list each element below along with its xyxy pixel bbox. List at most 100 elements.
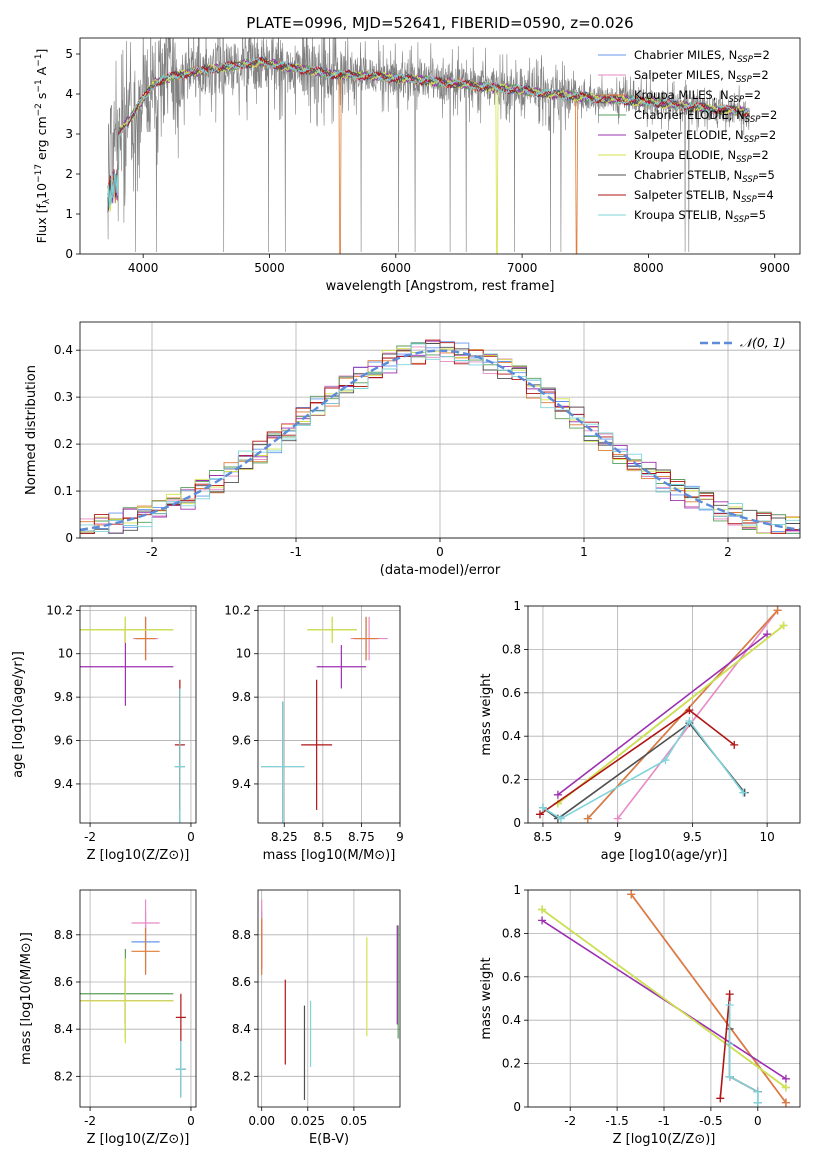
x-tick-label: 9 [396,830,404,844]
legend-entry: Chabrier STELIB, NSSP=5 [634,168,775,185]
y-tick-label: 9.8 [232,690,251,704]
y-axis-label: mass [log10(M/M⊙)] [19,932,34,1065]
spectrum-legend: Chabrier MILES, NSSP=2 Salpeter MILES, NS… [598,48,777,225]
mass-weight-line [542,722,746,820]
x-axis-label: age [log10(age/yr)] [601,848,728,863]
panels: 4000 5000 6000 7000 8000 9000012345wavelength… [11,37,801,1147]
model-spectrum-line [107,58,750,254]
x-tick-label: 10 [759,830,774,844]
y-tick-label: 10.2 [224,603,251,617]
x-tick-label: -1 [290,545,302,559]
age-vs-mass-panel: 8.25 8.5 8.75 9 9.4 9.6 9.8 10 10.2 mass [log10(M… [224,603,404,863]
weight-vs-Z-panel: -2 -1.5 -1 -0.5 0 0 0.2 0.4 0.6 0.8 1 Z [log10(Z/Z⊙… [479,883,801,1147]
residual-histogram [80,339,800,538]
mass-weight-marker [773,606,782,615]
errorbar-point [131,927,160,975]
axes-frame [79,321,801,539]
mass-vs-Z-panel: -2 0 8.2 8.4 8.6 8.8 Z [log10(Z/Z⊙)] mass [log1… [19,889,197,1147]
mass-weight-marker [613,814,622,823]
legend-entry: Chabrier MILES, NSSP=2 [634,48,770,65]
residuals-legend: 𝒩(0, 1) [700,335,786,350]
mass-weight-marker [661,756,670,765]
legend-entry: Salpeter MILES, NSSP=2 [634,68,769,85]
y-tick-label: 8.2 [54,1069,73,1083]
y-tick-label: 9.4 [232,777,251,791]
y-tick-label: 0.6 [502,686,521,700]
mass-weight-line [557,624,785,805]
figure-title: PLATE=0996, MJD=52641, FIBERID=0590, z=0… [246,14,633,32]
x-tick-label: -2 [84,1114,96,1128]
mass-weight-marker [725,990,734,999]
axes-frame [79,605,197,824]
mass-weight-marker [627,890,636,899]
x-tick-label: -2 [146,545,158,559]
x-tick-label: 5000 [254,261,285,275]
x-tick-label: 8.5 [533,830,552,844]
mass-weight-marker [538,803,547,812]
x-axis-label: Z [log10(Z/Z⊙)] [87,1132,190,1147]
x-tick-label: 4000 [128,261,159,275]
mass-weight-marker [781,1083,790,1092]
mass-weight-marker [739,788,748,797]
plot-area [535,606,788,823]
errorbar-point [307,616,357,643]
y-tick-label: 0 [513,816,521,830]
x-tick-label: 0 [754,1114,762,1128]
y-tick-label: 10 [58,647,73,661]
y-tick-label: 0.1 [54,484,73,498]
y-tick-label: 0.2 [502,1057,521,1071]
axes-frame [527,605,801,824]
mass-weight-marker [725,1072,734,1081]
y-tick-label: 8.8 [54,928,73,942]
plot-area [80,616,185,823]
y-tick-label: 8.6 [232,975,251,989]
age-vs-Z-panel: -2 0 9.4 9.6 9.8 10 10.2 Z [log10(Z/Z⊙)] age [lo… [11,603,197,863]
mass-weight-marker [583,814,592,823]
mass-weight-line [617,609,779,820]
x-tick-label: 0 [187,1114,195,1128]
x-axis-label: Z [log10(Z/Z⊙)] [613,1132,716,1147]
plot-area [80,899,186,1098]
y-axis-label: mass weight [479,673,494,755]
y-axis-label: Flux [fλ10−17 erg cm−2 s−1 A−1] [34,49,52,244]
plot-area [261,616,388,823]
y-tick-label: 1 [65,207,73,221]
mass-weight-marker [685,706,694,715]
plot-area [107,38,750,254]
y-tick-label: 0.3 [54,390,73,404]
mass-weight-line [728,1005,759,1103]
plot-area [261,899,399,1100]
mass-weight-marker [716,1094,725,1103]
errorbar-point [80,616,174,643]
y-tick-label: 9.4 [54,777,73,791]
y-tick-label: 3 [65,127,73,141]
model-spectrum-line [107,56,750,209]
y-tick-label: 9.6 [232,734,251,748]
errorbar-point [174,688,185,823]
axes-frame [257,605,401,824]
x-tick-label: 2 [724,545,732,559]
mass-weight-marker [535,810,544,819]
x-tick-label: 0 [436,545,444,559]
x-tick-label: 1 [580,545,588,559]
y-tick-label: 0.4 [502,1013,521,1027]
y-axis-label: age [log10(age/yr)] [11,651,26,778]
y-tick-label: 0 [65,247,73,261]
y-tick-label: 0.8 [502,642,521,656]
axes-frame [79,889,197,1108]
y-tick-label: 5 [65,47,73,61]
mass-vs-EBV-panel: 0.00 0.025 0.05 8.2 8.4 8.6 8.8 E(B-V) [232,889,401,1147]
y-axis-label: mass weight [479,957,494,1039]
y-axis-label: Normed distribution [24,365,39,495]
y-tick-label: 1 [513,599,521,613]
y-tick-label: 0.8 [502,926,521,940]
errorbar-point [175,1040,186,1098]
x-tick-label: 0 [187,830,195,844]
plot-area [538,890,790,1107]
legend-entry: Salpeter STELIB, NSSP=4 [634,188,774,205]
x-tick-label: 9.5 [683,830,702,844]
mass-weight-marker [781,1098,790,1107]
y-tick-label: 0 [513,1100,521,1114]
x-axis-label: mass [log10(M/M⊙)] [263,848,396,863]
